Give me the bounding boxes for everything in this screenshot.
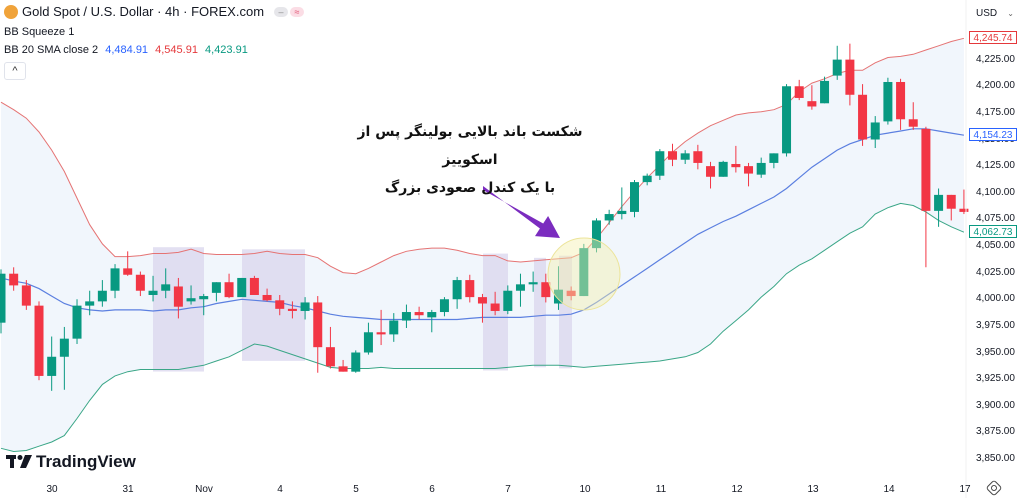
price-axis-tick: 3,975.00 bbox=[976, 319, 1015, 331]
annotation-line-2: با یک کندل صعودی بزرگ bbox=[384, 180, 556, 196]
time-axis-tick: 5 bbox=[353, 484, 359, 495]
chevron-down-icon: ⌄ bbox=[1007, 9, 1014, 18]
indicator-bb-basis-value: 4,484.91 bbox=[105, 44, 149, 56]
annotation-text: شکست باند بالایی بولینگر پس از اسکوییز ب… bbox=[340, 118, 600, 202]
market-status-pill[interactable]: – ≈ bbox=[274, 6, 305, 17]
tradingview-logo[interactable]: TradingView bbox=[6, 452, 136, 472]
basis-price-tag: 4,154.23 bbox=[969, 127, 1017, 141]
currency-selector[interactable]: USD ⌄ bbox=[970, 4, 1020, 24]
time-axis-tick: 13 bbox=[807, 484, 819, 495]
price-axis-tick: 4,025.00 bbox=[976, 266, 1015, 278]
currency-label: USD bbox=[976, 8, 998, 19]
candlesticks bbox=[0, 43, 969, 391]
price-axis-tick: 4,125.00 bbox=[976, 160, 1015, 172]
time-axis-tick: 7 bbox=[505, 484, 511, 495]
price-axis-tick: 3,900.00 bbox=[976, 399, 1015, 411]
time-axis-tick: 30 bbox=[46, 484, 58, 495]
time-axis-tick: 12 bbox=[731, 484, 743, 495]
price-axis-tick: 4,075.00 bbox=[976, 213, 1015, 225]
bollinger-band-fill bbox=[1, 38, 964, 452]
time-axis-tick: 10 bbox=[579, 484, 591, 495]
price-axis-tick: 4,175.00 bbox=[976, 106, 1015, 118]
symbol-title: Gold Spot / U.S. Dollar · 4h · FOREX.com bbox=[22, 4, 265, 19]
price-axis-tick: 3,950.00 bbox=[976, 346, 1015, 358]
price-axis-tick: 4,100.00 bbox=[976, 186, 1015, 198]
indicator-bb-upper-value: 4,545.91 bbox=[155, 44, 198, 56]
price-axis-tick: 3,850.00 bbox=[976, 453, 1015, 464]
tradingview-wordmark: TradingView bbox=[36, 452, 136, 471]
chevron-up-icon: ^ bbox=[12, 65, 18, 77]
upper-band-price-tag: 4,245.74 bbox=[969, 30, 1017, 44]
annotation-line-1: شکست باند بالایی بولینگر پس از اسکوییز bbox=[357, 124, 583, 168]
indicator-bb-label: BB 20 SMA close 2 bbox=[4, 44, 99, 56]
price-axis-tick: 4,000.00 bbox=[976, 293, 1015, 305]
price-axis-tick: 4,200.00 bbox=[976, 80, 1015, 92]
price-axis-tick: 4,225.00 bbox=[976, 53, 1015, 65]
squeeze-zones bbox=[153, 247, 572, 372]
time-axis-tick: 6 bbox=[429, 484, 435, 495]
gold-symbol-icon bbox=[4, 4, 18, 19]
time-axis-tick: 17 bbox=[959, 484, 971, 495]
collapse-legend-button[interactable]: ^ bbox=[4, 62, 26, 80]
time-axis-tick: 4 bbox=[277, 484, 283, 495]
time-axis-tick: Nov bbox=[195, 484, 213, 495]
indicator-bollinger[interactable]: BB 20 SMA close 2 4,484.91 4,545.91 4,42… bbox=[4, 44, 248, 56]
symbol-header[interactable]: Gold Spot / U.S. Dollar · 4h · FOREX.com… bbox=[4, 4, 305, 19]
lower-band-price-tag: 4,062.73 bbox=[969, 225, 1017, 239]
time-axis-tick: 11 bbox=[655, 484, 667, 495]
time-axis-tick: 31 bbox=[122, 484, 134, 495]
time-axis-tick: 14 bbox=[883, 484, 895, 495]
price-axis-tick: 4,050.00 bbox=[976, 240, 1015, 251]
chart-annotations bbox=[483, 186, 621, 311]
price-axis-tick: 3,925.00 bbox=[976, 373, 1015, 385]
tradingview-icon bbox=[6, 455, 32, 468]
price-axis-tick: 3,875.00 bbox=[976, 426, 1015, 438]
approx-icon: ≈ bbox=[290, 6, 305, 17]
indicator-bb-lower-value: 4,423.91 bbox=[205, 44, 248, 56]
indicator-bb-squeeze[interactable]: BB Squeeze 1 bbox=[4, 26, 75, 38]
minus-icon: – bbox=[274, 6, 289, 17]
